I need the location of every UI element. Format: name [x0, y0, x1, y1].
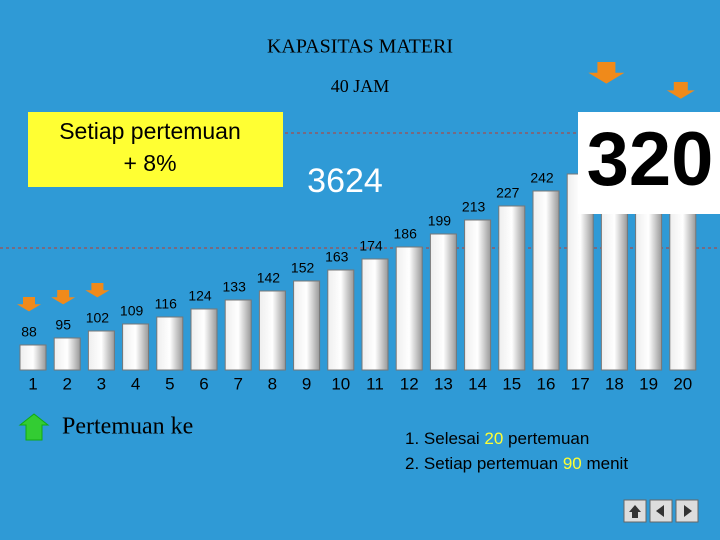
bar — [532, 190, 560, 371]
home-icon — [629, 505, 641, 518]
bar — [190, 308, 218, 371]
x-tick-label: 12 — [400, 374, 419, 393]
x-tick-label: 20 — [673, 374, 692, 393]
annotation-line: + 8% — [123, 150, 176, 176]
bar — [87, 330, 115, 371]
annotation-line: Setiap pertemuan — [59, 118, 241, 144]
value-label: 213 — [462, 199, 486, 215]
value-label: 199 — [428, 213, 452, 229]
bar — [429, 233, 457, 371]
value-label: 109 — [120, 303, 144, 319]
bar — [53, 337, 81, 371]
x-tick-label: 10 — [331, 374, 350, 393]
title: KAPASITAS MATERI — [267, 36, 453, 58]
highlight-box — [578, 112, 720, 214]
value-label: 227 — [496, 185, 520, 201]
bar — [156, 316, 184, 371]
value-label: 186 — [394, 226, 418, 242]
x-tick-label: 18 — [605, 374, 624, 393]
highlight-value: 320 — [587, 117, 714, 202]
value-label: 95 — [55, 317, 71, 333]
bar — [258, 290, 286, 371]
x-tick-label: 8 — [268, 374, 277, 393]
x-tick-label: 7 — [233, 374, 242, 393]
value-label: 152 — [291, 260, 315, 276]
x-tick-label: 6 — [199, 374, 208, 393]
bar — [498, 205, 526, 371]
pointer-arrow — [85, 283, 110, 298]
value-label: 124 — [188, 288, 212, 304]
x-tick-label: 13 — [434, 374, 453, 393]
value-label: 88 — [21, 324, 37, 340]
bar — [122, 323, 150, 371]
x-tick-label: 14 — [468, 374, 487, 393]
pointer-arrow — [666, 82, 695, 99]
pointer-arrow — [51, 290, 76, 305]
value-label: 142 — [257, 270, 281, 286]
x-tick-label: 11 — [366, 374, 384, 393]
bar — [293, 280, 321, 371]
x-tick-label: 5 — [165, 374, 174, 393]
nav-buttons[interactable] — [623, 499, 699, 523]
x-tick-label: 15 — [502, 374, 521, 393]
x-tick-label: 3 — [97, 374, 106, 393]
pointer-arrow — [588, 62, 625, 84]
annotation-box — [28, 112, 283, 187]
x-tick-label: 2 — [62, 374, 71, 393]
bar — [464, 219, 492, 371]
bar — [327, 269, 355, 371]
value-label: 163 — [325, 249, 349, 265]
value-label: 102 — [86, 310, 110, 326]
x-label: Pertemuan ke — [62, 414, 193, 440]
value-label: 133 — [223, 279, 247, 295]
note: 2. Setiap pertemuan 90 menit — [405, 454, 628, 473]
bar — [224, 299, 252, 371]
x-tick-label: 4 — [131, 374, 140, 393]
note: 1. Selesai 20 pertemuan — [405, 429, 589, 448]
next-icon — [684, 505, 692, 517]
x-tick-label: 9 — [302, 374, 311, 393]
pointer-arrow — [17, 297, 41, 312]
subtitle: 40 JAM — [331, 76, 390, 96]
x-tick-label: 16 — [537, 374, 556, 393]
bar — [395, 246, 423, 371]
x-tick-label: 19 — [639, 374, 658, 393]
x-tick-label: 1 — [28, 374, 37, 393]
prev-icon — [656, 505, 664, 517]
total-annotation: 3624 — [307, 162, 383, 200]
bar — [19, 344, 47, 371]
bar — [361, 258, 389, 371]
x-tick-label: 17 — [571, 374, 590, 393]
value-label: 174 — [359, 238, 383, 254]
value-label: 116 — [155, 296, 178, 312]
arrow-icon — [18, 413, 50, 441]
value-label: 242 — [530, 170, 554, 186]
